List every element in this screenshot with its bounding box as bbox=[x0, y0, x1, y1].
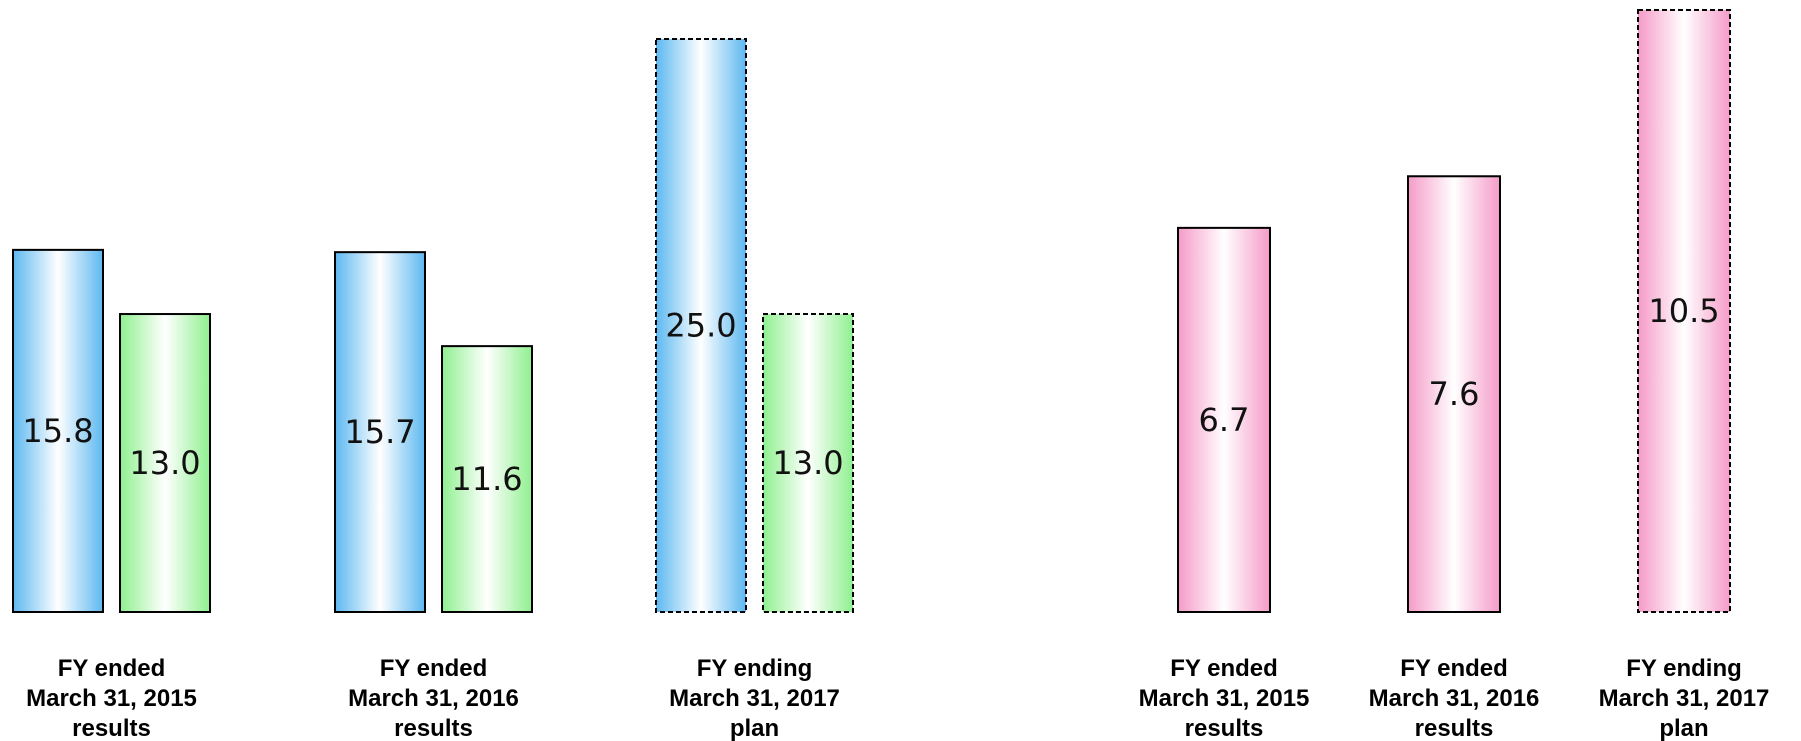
data-label-blue-2: 15.7 bbox=[344, 413, 415, 451]
category-label-line: FY ended bbox=[1400, 655, 1508, 682]
bar-green-2 bbox=[441, 345, 533, 613]
right-bar-chart: 6.7 FY ended March 31, 2015 results 7.6 FY en… bbox=[1139, 9, 1770, 741]
bar-blue-1 bbox=[12, 248, 104, 613]
data-label-green-3: 13.0 bbox=[772, 444, 843, 482]
bar-blue-2 bbox=[334, 251, 426, 613]
bar-pink-1 bbox=[1177, 226, 1271, 613]
category-label-line: results bbox=[1415, 715, 1494, 741]
category-label-2: FY ended March 31, 2016 results bbox=[348, 655, 519, 741]
category-label-3: FY ending March 31, 2017 plan bbox=[1599, 655, 1770, 741]
category-label-2: FY ended March 31, 2016 results bbox=[1369, 655, 1540, 741]
category-label-line: FY ending bbox=[697, 655, 813, 682]
category-label-line: results bbox=[72, 715, 151, 741]
category-label-line: March 31, 2017 bbox=[669, 685, 840, 712]
bar-green-1 bbox=[119, 313, 211, 613]
category-label-line: plan bbox=[1659, 715, 1708, 741]
data-label-pink-2: 7.6 bbox=[1429, 375, 1480, 413]
category-label-line: March 31, 2017 bbox=[1599, 685, 1770, 712]
bar-pink-3 bbox=[1637, 9, 1731, 613]
category-label-1: FY ended March 31, 2015 results bbox=[1139, 655, 1310, 741]
category-label-line: FY ending bbox=[1626, 655, 1742, 682]
bar-green-3 bbox=[762, 313, 854, 613]
category-label-line: FY ended bbox=[1170, 655, 1278, 682]
category-label-line: plan bbox=[730, 715, 779, 741]
bar-pink-2 bbox=[1407, 175, 1501, 613]
data-label-green-2: 11.6 bbox=[451, 460, 522, 498]
category-label-line: March 31, 2016 bbox=[348, 685, 519, 712]
category-label-line: March 31, 2015 bbox=[1139, 685, 1310, 712]
category-label-3: FY ending March 31, 2017 plan bbox=[669, 655, 840, 741]
data-label-pink-3: 10.5 bbox=[1648, 292, 1719, 330]
left-bar-chart: 15.8 13.0 FY ended March 31, 2015 results 15.… bbox=[12, 38, 854, 741]
category-label-line: March 31, 2015 bbox=[26, 685, 197, 712]
data-label-pink-1: 6.7 bbox=[1199, 401, 1250, 439]
category-label-1: FY ended March 31, 2015 results bbox=[26, 655, 197, 741]
category-label-line: March 31, 2016 bbox=[1369, 685, 1540, 712]
data-label-green-1: 13.0 bbox=[129, 444, 200, 482]
category-label-line: FY ended bbox=[58, 655, 166, 682]
category-label-line: results bbox=[1185, 715, 1264, 741]
category-label-line: FY ended bbox=[380, 655, 488, 682]
data-label-blue-3: 25.0 bbox=[665, 307, 736, 345]
bar-blue-3 bbox=[655, 38, 747, 613]
data-label-blue-1: 15.8 bbox=[22, 412, 93, 450]
category-label-line: results bbox=[394, 715, 473, 741]
